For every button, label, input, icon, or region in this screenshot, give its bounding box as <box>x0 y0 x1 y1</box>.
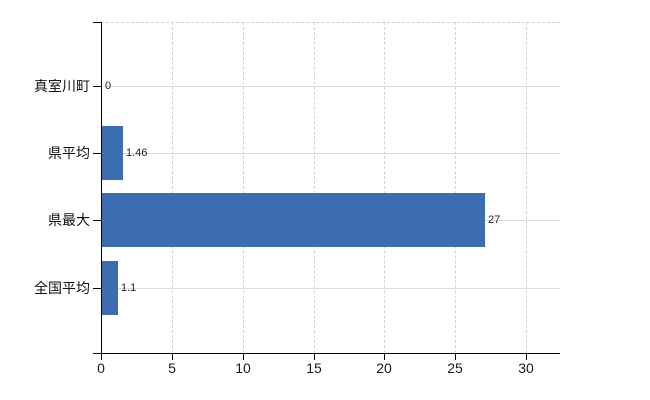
gridline-vertical-20 <box>384 22 385 353</box>
gridline-vertical-25 <box>455 22 456 353</box>
y-axis-tick-row-2 <box>93 220 101 221</box>
category-label-kenheikin: 県平均 <box>48 145 90 161</box>
bar-zenkokuheikin <box>102 261 118 315</box>
gridline-vertical-10 <box>243 22 244 353</box>
value-label-kensaidai: 27 <box>488 214 501 226</box>
value-label-zenkokuheikin: 1.1 <box>121 282 137 294</box>
category-label-mamurogawa: 真室川町 <box>34 78 90 94</box>
x-tick-label-15: 15 <box>306 360 322 376</box>
y-axis-tick-row-3 <box>93 288 101 289</box>
bar-kenheikin <box>102 126 123 180</box>
category-label-zenkokuheikin: 全国平均 <box>34 280 90 296</box>
bar-kensaidai <box>102 193 485 247</box>
x-axis-tick-25 <box>455 354 456 360</box>
x-tick-label-20: 20 <box>376 360 392 376</box>
y-axis-tick-row-0 <box>93 86 101 87</box>
x-axis-tick-10 <box>243 354 244 360</box>
x-tick-label-30: 30 <box>518 360 534 376</box>
value-label-kenheikin: 1.46 <box>126 147 148 159</box>
x-axis-line <box>93 353 560 354</box>
x-axis-tick-20 <box>384 354 385 360</box>
y-axis-tick-row-1 <box>93 153 101 154</box>
x-axis-tick-15 <box>314 354 315 360</box>
category-label-kensaidai: 県最大 <box>48 212 90 228</box>
x-tick-label-0: 0 <box>97 360 105 376</box>
gridline-horizontal-row-0 <box>101 86 560 87</box>
x-axis-tick-5 <box>172 354 173 360</box>
plot-top-border <box>101 22 560 23</box>
gridline-vertical-5 <box>172 22 173 353</box>
gridline-vertical-30 <box>526 22 527 353</box>
gridline-vertical-15 <box>314 22 315 353</box>
gridline-horizontal-row-1 <box>101 153 560 154</box>
x-axis-tick-0 <box>101 354 102 360</box>
x-tick-label-25: 25 <box>447 360 463 376</box>
x-axis-tick-30 <box>526 354 527 360</box>
x-tick-label-10: 10 <box>235 360 251 376</box>
x-tick-label-5: 5 <box>168 360 176 376</box>
gridline-horizontal-row-3 <box>101 288 560 289</box>
value-label-mamurogawa: 0 <box>105 80 112 92</box>
y-axis-line <box>101 22 102 353</box>
y-axis-tick-top <box>93 22 101 23</box>
